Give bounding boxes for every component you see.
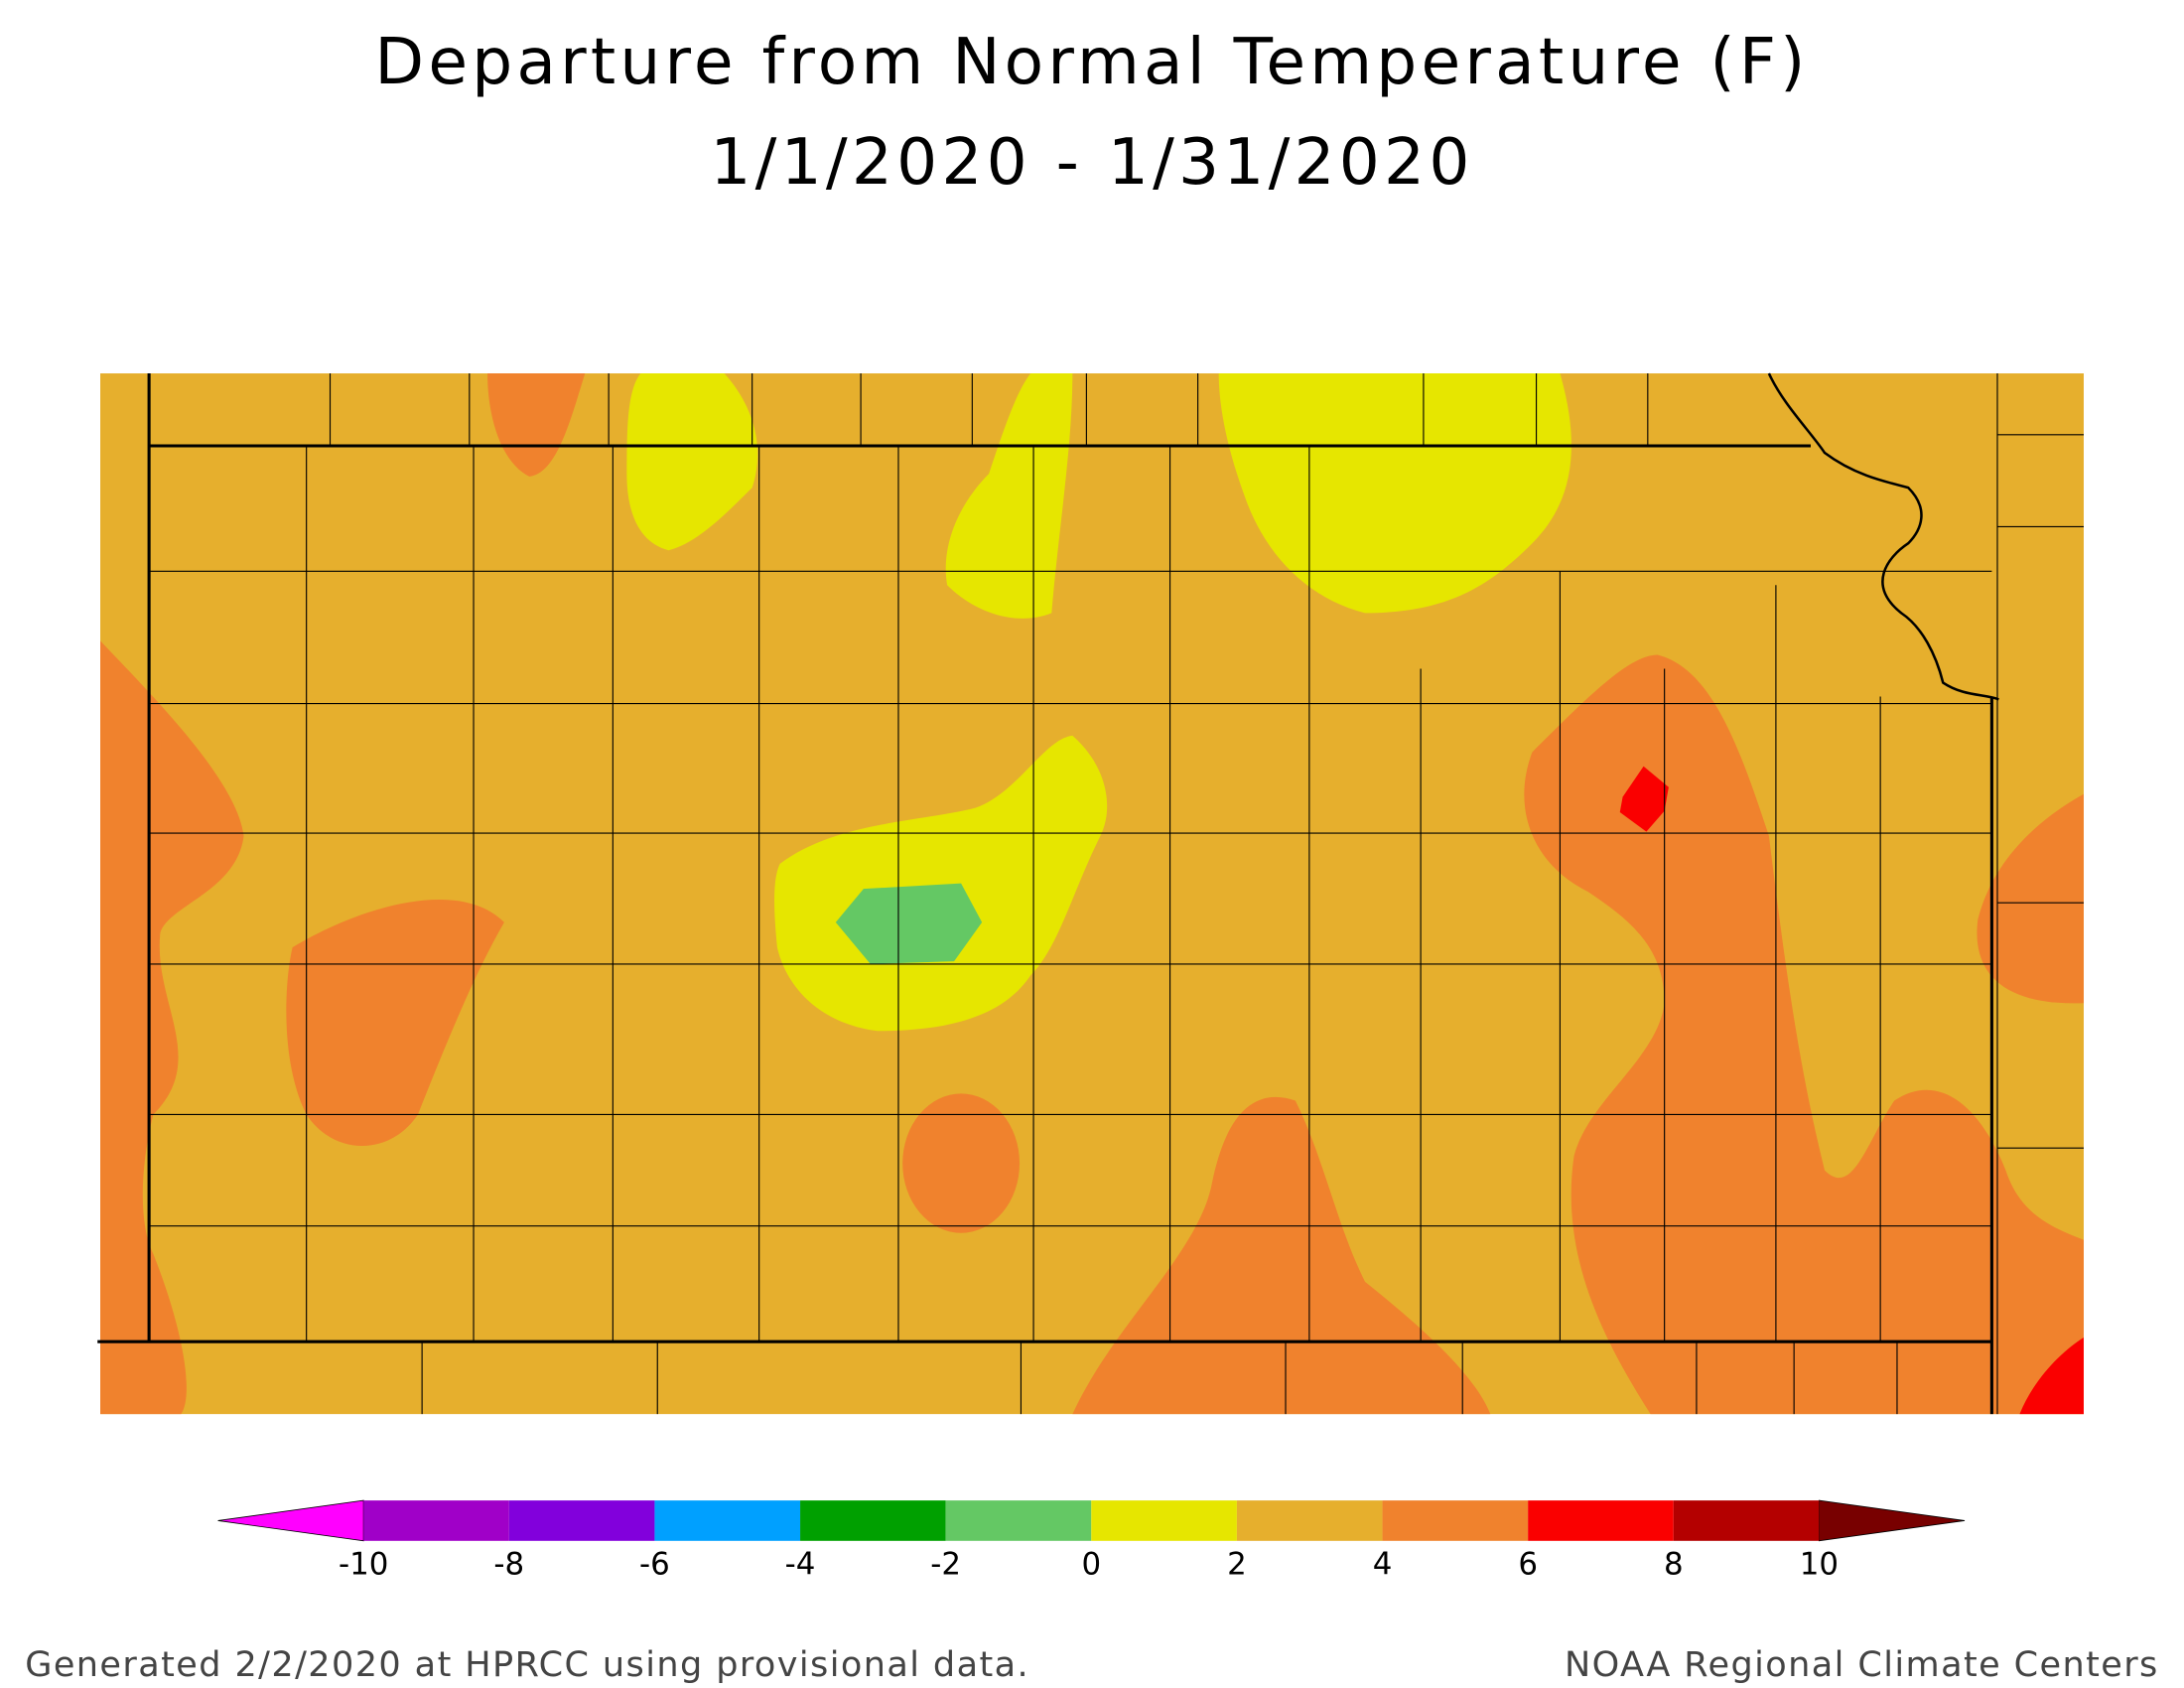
near-normal-regions <box>626 373 1571 1032</box>
colorbar-bin <box>800 1500 946 1541</box>
colorbar-bin <box>363 1500 509 1541</box>
colorbar-high-extension <box>1818 1499 1966 1542</box>
colorbar-bin <box>945 1500 1092 1541</box>
colorbar-tick-label: -8 <box>493 1546 524 1582</box>
county-lines <box>148 373 2084 1415</box>
state-borders <box>97 372 1999 1415</box>
cool-spot <box>835 883 983 964</box>
colorbar-tick-label: 2 <box>1227 1546 1247 1582</box>
colorbar-tick-label: -6 <box>639 1546 670 1582</box>
colorbar-bin <box>1091 1500 1237 1541</box>
colorbar-bin <box>1382 1500 1529 1541</box>
title: Departure from Normal Temperature (F) <box>374 25 1809 99</box>
colorbar-tick-label: -2 <box>930 1546 961 1582</box>
hot-spots <box>1619 766 2084 1415</box>
footer-left: Generated 2/2/2020 at HPRCC using provis… <box>25 1644 1029 1685</box>
colorbar-tick-label: -4 <box>785 1546 816 1582</box>
colorbar-bin <box>508 1500 655 1541</box>
colorbar: -10 -8 -6 -4 -2 0 2 4 6 8 10 <box>217 1499 1966 1582</box>
colorbar-bin <box>1673 1500 1820 1541</box>
colorbar-bin <box>1236 1500 1383 1541</box>
colorbar-tick-label: 0 <box>1081 1546 1101 1582</box>
colorbar-tick-label: 4 <box>1373 1546 1393 1582</box>
colorbar-tick-label: -10 <box>339 1546 388 1582</box>
map <box>97 372 2084 1415</box>
colorbar-tick-label: 8 <box>1664 1546 1684 1582</box>
footer-right: NOAA Regional Climate Centers <box>1565 1644 2159 1685</box>
colorbar-tick-label: 10 <box>1800 1546 1839 1582</box>
colorbar-tick-label: 6 <box>1518 1546 1538 1582</box>
colorbar-bin <box>1528 1500 1674 1541</box>
subtitle: 1/1/2020 - 1/31/2020 <box>710 125 1473 200</box>
colorbar-low-extension <box>217 1499 364 1542</box>
colorbar-bin <box>654 1500 801 1541</box>
